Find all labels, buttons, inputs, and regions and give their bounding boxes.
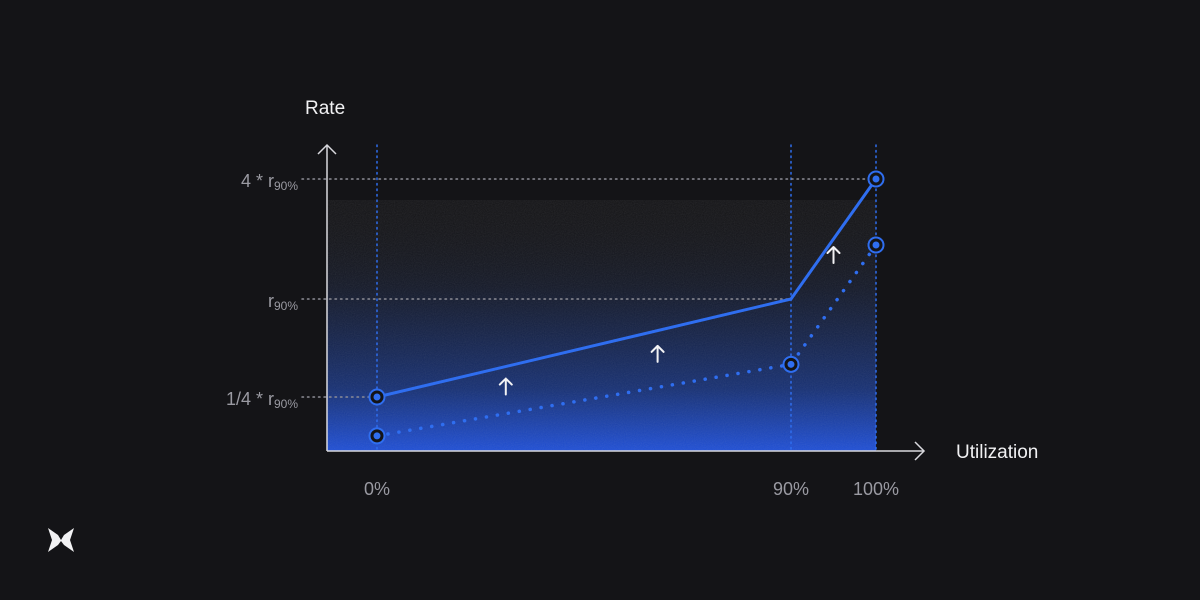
- annotations: [498, 246, 841, 396]
- x-tick-label-0: 0%: [364, 479, 390, 499]
- up-arrow-icon-2: [826, 246, 841, 264]
- y-axis-arrow-icon: [317, 143, 337, 155]
- series: [368, 170, 885, 445]
- series-dotted-marker-dot-0: [373, 432, 381, 440]
- x-axis-arrow-icon: [914, 441, 926, 461]
- y-tick-label-2: 4 * r90%: [241, 171, 298, 193]
- y-tick-main: 1/4 * r: [226, 389, 274, 409]
- series-line-solid: [375, 177, 878, 399]
- y-tick-main: r: [268, 291, 274, 311]
- y-tick-label-1: r90%: [268, 291, 298, 313]
- y-tick-sub: 90%: [274, 179, 298, 193]
- reference-grid: [301, 144, 877, 452]
- gradient-area: [327, 200, 876, 451]
- x-tick-label-90: 90%: [773, 479, 809, 499]
- y-tick-sub: 90%: [274, 299, 298, 313]
- series-dotted-marker-dot-2: [872, 241, 880, 249]
- series-solid-marker-dot-2: [872, 175, 880, 183]
- tick-labels: 0% 90% 100%1/4 * r90%r90%4 * r90%: [226, 171, 899, 499]
- y-axis-title: Rate: [305, 98, 345, 119]
- y-tick-label-0: 1/4 * r90%: [226, 389, 298, 411]
- x-axis-title: Utilization: [956, 442, 1038, 463]
- series-solid-marker-dot-0: [373, 393, 381, 401]
- butterfly-logo-icon: [48, 528, 74, 552]
- up-arrow-icon-0: [498, 377, 513, 396]
- y-tick-sub: 90%: [274, 397, 298, 411]
- axes: Rate Utilization: [305, 98, 1038, 463]
- y-tick-main: 4 * r: [241, 171, 274, 191]
- up-arrow-icon-1: [650, 344, 665, 363]
- area-grain: [327, 200, 876, 451]
- x-tick-label-100: 100%: [853, 479, 899, 499]
- series-dotted-marker-dot-1: [787, 360, 795, 368]
